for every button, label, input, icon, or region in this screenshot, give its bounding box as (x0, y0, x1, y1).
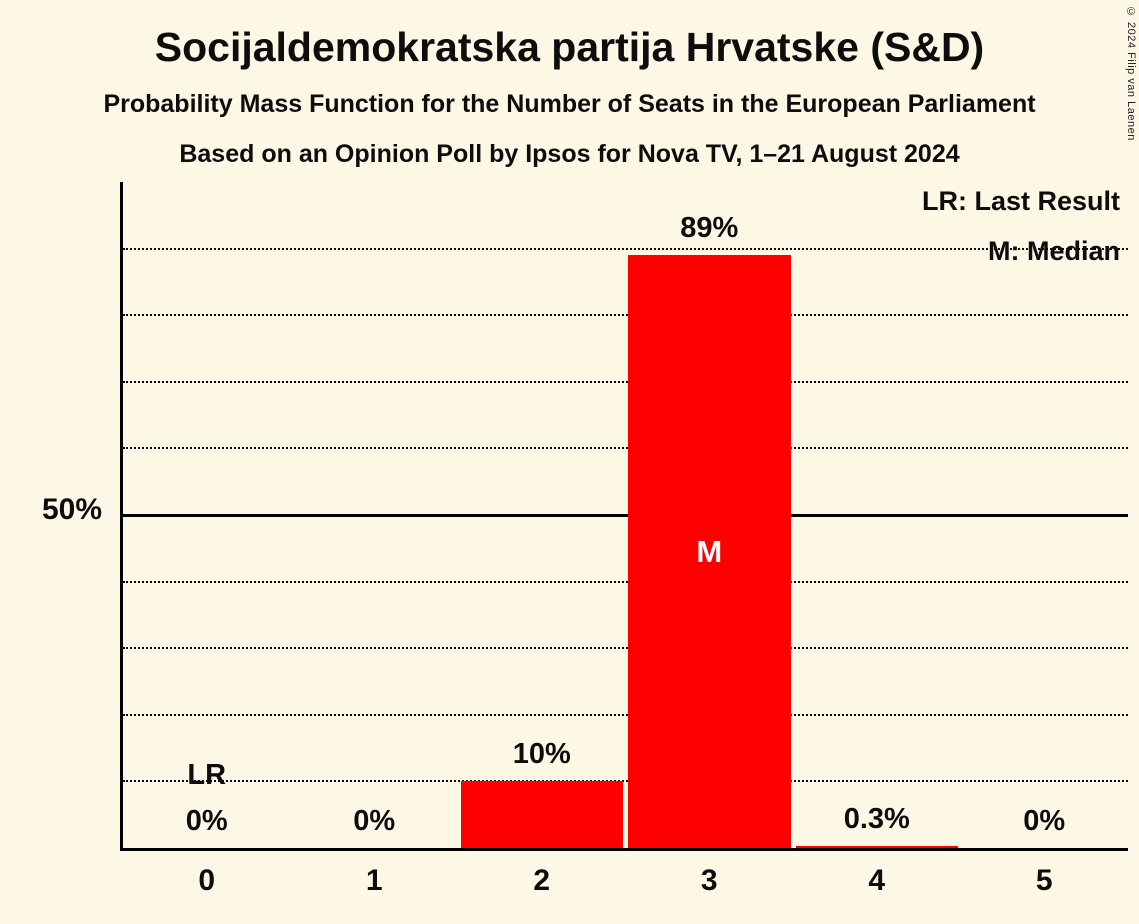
gridline-90 (123, 247, 1128, 250)
x-tick-4: 4 (868, 864, 886, 897)
chart-title: Socijaldemokratska partija Hrvatske (S&D… (154, 24, 985, 70)
x-tick-2: 2 (533, 864, 551, 897)
value-label-seat-1: 0% (353, 805, 396, 837)
gridline-70 (123, 380, 1128, 383)
value-label-seat-4: 0.3% (843, 803, 910, 836)
value-label-seat-5: 0% (1023, 805, 1066, 837)
bar-seat-4 (795, 846, 958, 848)
chart-subtitle: Probability Mass Function for the Number… (103, 90, 1036, 118)
legend-last-result: LR: Last Result (921, 186, 1120, 216)
gridline-30 (123, 647, 1128, 650)
value-label-seat-0: 0% (185, 805, 228, 837)
x-tick-1: 1 (365, 864, 383, 897)
bar-seat-2 (460, 781, 623, 848)
x-tick-0: 0 (198, 864, 216, 897)
copyright-text: © 2024 Filip van Laenen (1125, 6, 1137, 141)
value-label-seat-3: 89% (680, 212, 739, 245)
y-axis-tick-label: 50% (41, 493, 102, 526)
plot-area: LR: Last Result M: Median 0% LR 0 0% 1 10% 2 M 8… (120, 182, 1128, 897)
median-marker: M (696, 533, 723, 569)
bar-seat-3: M (628, 255, 791, 848)
solid-gridline-50 (123, 513, 1128, 517)
x-tick-5: 5 (1035, 864, 1053, 897)
gridline-80 (123, 314, 1128, 317)
gridline-40 (123, 580, 1128, 583)
gridline-10 (123, 780, 1128, 783)
gridline-60 (123, 447, 1128, 450)
gridline-20 (123, 713, 1128, 716)
legend-median: M: Median (988, 236, 1120, 266)
chart-subsubtitle: Based on an Opinion Poll by Ipsos for No… (179, 140, 960, 168)
x-tick-3: 3 (700, 864, 718, 897)
last-result-marker: LR (187, 759, 227, 791)
value-label-seat-2: 10% (512, 738, 571, 771)
chart-legend: LR: Last Result M: Median (922, 186, 1120, 267)
